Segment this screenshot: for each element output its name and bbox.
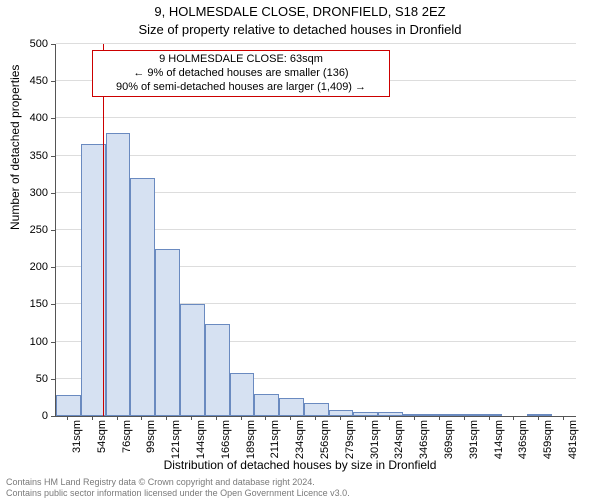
- chart-title-line2: Size of property relative to detached ho…: [0, 22, 600, 37]
- y-tick-mark: [51, 267, 55, 268]
- y-tick-label: 100: [8, 336, 48, 348]
- y-tick-mark: [51, 416, 55, 417]
- x-tick-mark: [92, 416, 93, 420]
- histogram-bar: [378, 412, 403, 416]
- histogram-bar: [477, 414, 502, 416]
- x-tick-mark: [563, 416, 564, 420]
- annotation-box: 9 HOLMESDALE CLOSE: 63sqm← 9% of detache…: [92, 50, 390, 97]
- chart-title-line1: 9, HOLMESDALE CLOSE, DRONFIELD, S18 2EZ: [0, 4, 600, 19]
- histogram-bar: [180, 304, 205, 416]
- x-tick-label: 324sqm: [393, 420, 405, 480]
- x-tick-mark: [513, 416, 514, 420]
- x-tick-label: 414sqm: [493, 420, 505, 480]
- histogram-bar: [304, 403, 329, 416]
- y-tick-mark: [51, 193, 55, 194]
- x-tick-label: 54sqm: [96, 420, 108, 480]
- y-tick-mark: [51, 379, 55, 380]
- x-tick-mark: [191, 416, 192, 420]
- x-tick-label: 234sqm: [294, 420, 306, 480]
- y-tick-mark: [51, 156, 55, 157]
- y-axis-label: Number of detached properties: [8, 65, 22, 230]
- y-tick-mark: [51, 342, 55, 343]
- x-tick-label: 301sqm: [369, 420, 381, 480]
- x-tick-mark: [340, 416, 341, 420]
- histogram-bar: [254, 394, 279, 416]
- x-tick-label: 369sqm: [443, 420, 455, 480]
- histogram-bar: [106, 133, 131, 416]
- y-tick-label: 0: [8, 410, 48, 422]
- annotation-line: ← 9% of detached houses are smaller (136…: [97, 67, 385, 81]
- x-tick-mark: [389, 416, 390, 420]
- x-tick-mark: [464, 416, 465, 420]
- grid-line: [56, 155, 576, 156]
- x-tick-mark: [117, 416, 118, 420]
- plot-area: 9 HOLMESDALE CLOSE: 63sqm← 9% of detache…: [55, 44, 576, 417]
- x-tick-label: 76sqm: [121, 420, 133, 480]
- histogram-bar: [279, 398, 304, 416]
- y-tick-label: 50: [8, 373, 48, 385]
- y-tick-label: 250: [8, 224, 48, 236]
- property-marker-line: [103, 44, 104, 416]
- footer-line2: Contains public sector information licen…: [6, 488, 350, 498]
- x-tick-label: 211sqm: [269, 420, 281, 480]
- chart-container: 9, HOLMESDALE CLOSE, DRONFIELD, S18 2EZ …: [0, 0, 600, 500]
- x-tick-mark: [265, 416, 266, 420]
- histogram-bar: [205, 324, 230, 416]
- x-tick-label: 166sqm: [220, 420, 232, 480]
- y-tick-mark: [51, 44, 55, 45]
- x-tick-mark: [439, 416, 440, 420]
- histogram-bar: [403, 414, 428, 416]
- x-tick-mark: [216, 416, 217, 420]
- y-tick-label: 300: [8, 187, 48, 199]
- x-tick-label: 436sqm: [517, 420, 529, 480]
- histogram-bar: [353, 412, 378, 416]
- x-tick-mark: [166, 416, 167, 420]
- x-tick-label: 99sqm: [145, 420, 157, 480]
- y-tick-mark: [51, 81, 55, 82]
- y-tick-mark: [51, 304, 55, 305]
- footer-attribution: Contains HM Land Registry data © Crown c…: [6, 477, 350, 498]
- histogram-bar: [81, 144, 106, 416]
- histogram-bar: [155, 249, 180, 416]
- x-tick-label: 31sqm: [71, 420, 83, 480]
- x-tick-label: 256sqm: [319, 420, 331, 480]
- y-tick-label: 400: [8, 112, 48, 124]
- x-tick-label: 144sqm: [195, 420, 207, 480]
- x-tick-mark: [241, 416, 242, 420]
- x-tick-label: 481sqm: [567, 420, 579, 480]
- y-tick-label: 200: [8, 261, 48, 273]
- y-tick-mark: [51, 118, 55, 119]
- histogram-bar: [230, 373, 255, 416]
- histogram-bar: [56, 395, 81, 416]
- histogram-bar: [527, 414, 552, 416]
- annotation-line: 90% of semi-detached houses are larger (…: [97, 81, 385, 95]
- x-tick-mark: [489, 416, 490, 420]
- x-tick-mark: [67, 416, 68, 420]
- y-tick-label: 350: [8, 150, 48, 162]
- histogram-bar: [329, 410, 354, 416]
- histogram-bar: [428, 414, 453, 416]
- histogram-bar: [130, 178, 155, 416]
- histogram-bar: [453, 414, 478, 416]
- y-tick-mark: [51, 230, 55, 231]
- annotation-line: 9 HOLMESDALE CLOSE: 63sqm: [97, 53, 385, 67]
- x-tick-label: 459sqm: [542, 420, 554, 480]
- y-tick-label: 150: [8, 298, 48, 310]
- x-tick-label: 121sqm: [170, 420, 182, 480]
- grid-line: [56, 117, 576, 118]
- x-tick-label: 391sqm: [468, 420, 480, 480]
- x-tick-mark: [315, 416, 316, 420]
- x-tick-mark: [290, 416, 291, 420]
- grid-line: [56, 43, 576, 44]
- x-tick-label: 279sqm: [344, 420, 356, 480]
- x-tick-mark: [365, 416, 366, 420]
- x-tick-mark: [141, 416, 142, 420]
- x-tick-label: 346sqm: [418, 420, 430, 480]
- x-tick-mark: [538, 416, 539, 420]
- x-tick-label: 189sqm: [245, 420, 257, 480]
- y-tick-label: 450: [8, 75, 48, 87]
- x-tick-mark: [414, 416, 415, 420]
- y-tick-label: 500: [8, 38, 48, 50]
